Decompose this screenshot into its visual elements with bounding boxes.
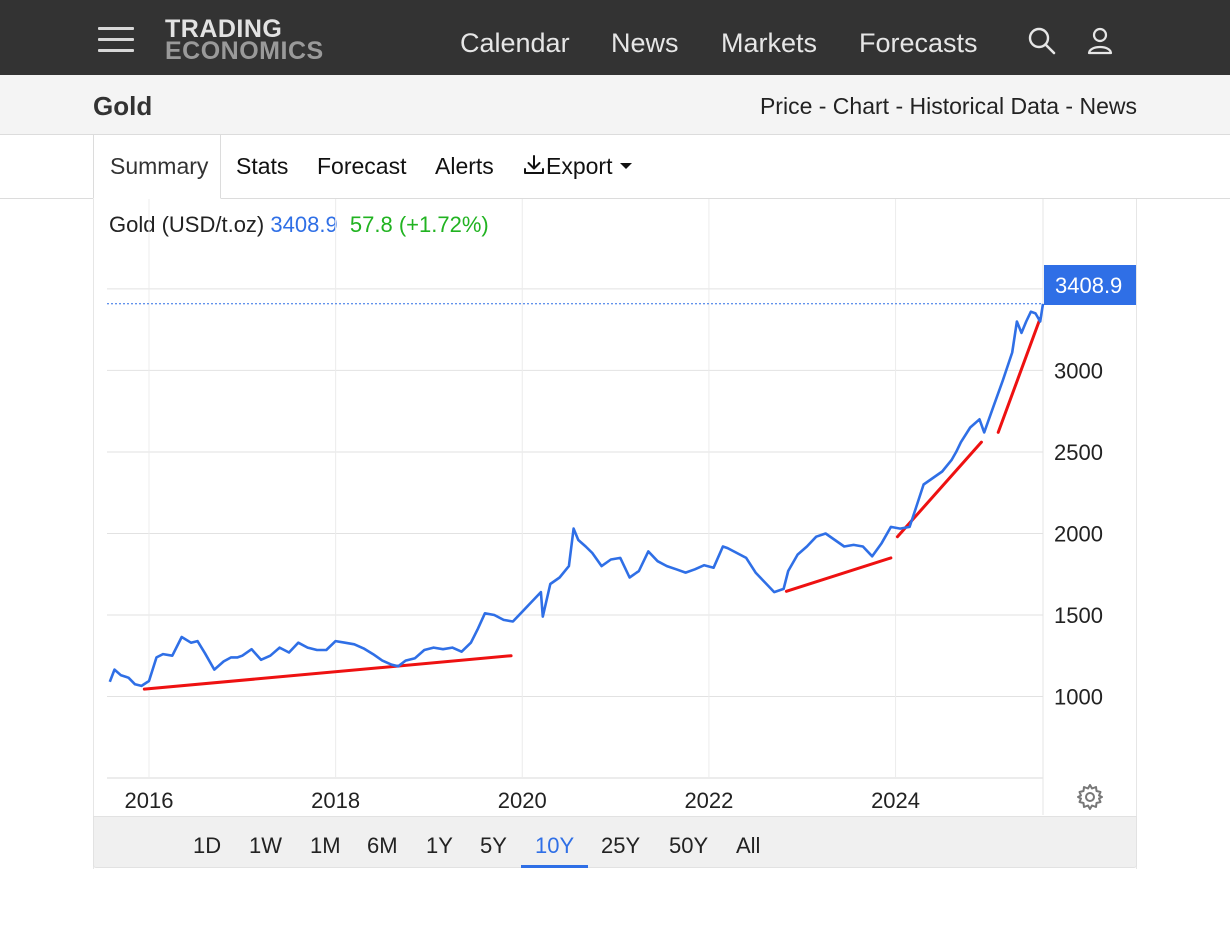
chart-panel xyxy=(93,199,1137,869)
y-tick-label: 3000 xyxy=(1054,358,1103,383)
range-all[interactable]: All xyxy=(736,833,761,858)
range-25y[interactable]: 25Y xyxy=(601,833,641,858)
range-5y[interactable]: 5Y xyxy=(480,833,507,858)
logo-line-2: ECONOMICS xyxy=(165,37,324,65)
logo-line-1: TRADING xyxy=(165,15,283,43)
price-series-line xyxy=(108,303,1045,688)
range-10y[interactable]: 10Y xyxy=(535,833,575,858)
range-6m[interactable]: 6M xyxy=(367,833,398,858)
page-title: Gold xyxy=(93,91,153,121)
trendline xyxy=(784,556,893,593)
nav-link-news[interactable]: News xyxy=(611,28,679,58)
trendline xyxy=(996,316,1042,434)
y-tick-label: 2500 xyxy=(1054,440,1103,465)
x-tick-label: 2016 xyxy=(125,788,174,813)
tab-alerts[interactable]: Alerts xyxy=(435,153,494,179)
x-tick-label: 2020 xyxy=(498,788,547,813)
y-tick-label: 2000 xyxy=(1054,521,1103,546)
range-1w[interactable]: 1W xyxy=(249,833,282,858)
tab-summary[interactable]: Summary xyxy=(93,135,221,199)
tab-bar: Summary Stats Forecast Alerts Export xyxy=(0,135,1230,199)
hamburger-menu-icon[interactable] xyxy=(98,27,134,55)
quote-header: Gold (USD/t.oz) 3408.9 57.8 (+1.72%) xyxy=(109,212,489,238)
top-navbar: TRADING ECONOMICS Calendar News Markets … xyxy=(0,0,1230,75)
current-price: 3408.9 xyxy=(270,212,338,237)
tab-stats[interactable]: Stats xyxy=(236,153,289,179)
trendline xyxy=(142,654,513,691)
x-tick-label: 2022 xyxy=(684,788,733,813)
caret-down-icon xyxy=(619,163,632,169)
range-50y[interactable]: 50Y xyxy=(669,833,709,858)
price-change: 57.8 (+1.72%) xyxy=(349,212,489,237)
x-tick-label: 2024 xyxy=(871,788,920,813)
y-tick-label: 1500 xyxy=(1054,603,1103,628)
last-price-tag: 3408.9 xyxy=(1044,265,1136,305)
range-1y[interactable]: 1Y xyxy=(426,833,453,858)
tab-export[interactable]: Export xyxy=(522,153,633,180)
tab-forecast[interactable]: Forecast xyxy=(317,153,407,179)
nav-link-calendar[interactable]: Calendar xyxy=(460,28,570,58)
active-range-indicator xyxy=(521,865,588,868)
trading-economics-logo[interactable]: TRADING ECONOMICS xyxy=(165,15,324,65)
search-icon[interactable] xyxy=(1027,26,1057,56)
settings-gear-icon[interactable] xyxy=(1076,783,1104,811)
range-selector: 1D 1W 1M 6M 1Y 5Y 10Y 25Y 50Y All xyxy=(93,816,1137,868)
title-bar: Gold Price - Chart - Historical Data - N… xyxy=(0,75,1230,135)
breadcrumb[interactable]: Price - Chart - Historical Data - News xyxy=(759,93,1137,119)
x-tick-label: 2018 xyxy=(311,788,360,813)
user-account-icon[interactable] xyxy=(1085,26,1115,56)
y-tick-label: 1000 xyxy=(1054,684,1103,709)
nav-link-forecasts[interactable]: Forecasts xyxy=(859,28,978,58)
download-icon xyxy=(524,155,544,174)
export-label: Export xyxy=(546,153,613,179)
range-1m[interactable]: 1M xyxy=(310,833,341,858)
range-1d[interactable]: 1D xyxy=(193,833,222,858)
instrument-name: Gold (USD/t.oz) xyxy=(109,212,265,237)
nav-link-markets[interactable]: Markets xyxy=(721,28,818,58)
